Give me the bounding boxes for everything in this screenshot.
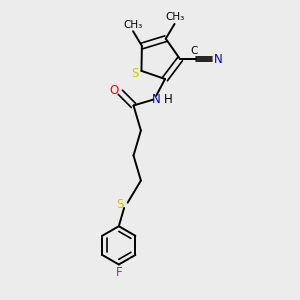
Text: C: C bbox=[190, 46, 198, 56]
Text: F: F bbox=[116, 266, 122, 279]
Text: S: S bbox=[117, 198, 124, 211]
Text: CH₃: CH₃ bbox=[123, 20, 143, 30]
Text: CH₃: CH₃ bbox=[165, 13, 184, 22]
Text: S: S bbox=[131, 67, 139, 80]
Text: N: N bbox=[152, 93, 161, 106]
Text: O: O bbox=[109, 84, 119, 97]
Text: N: N bbox=[214, 52, 222, 66]
Text: H: H bbox=[164, 93, 172, 106]
